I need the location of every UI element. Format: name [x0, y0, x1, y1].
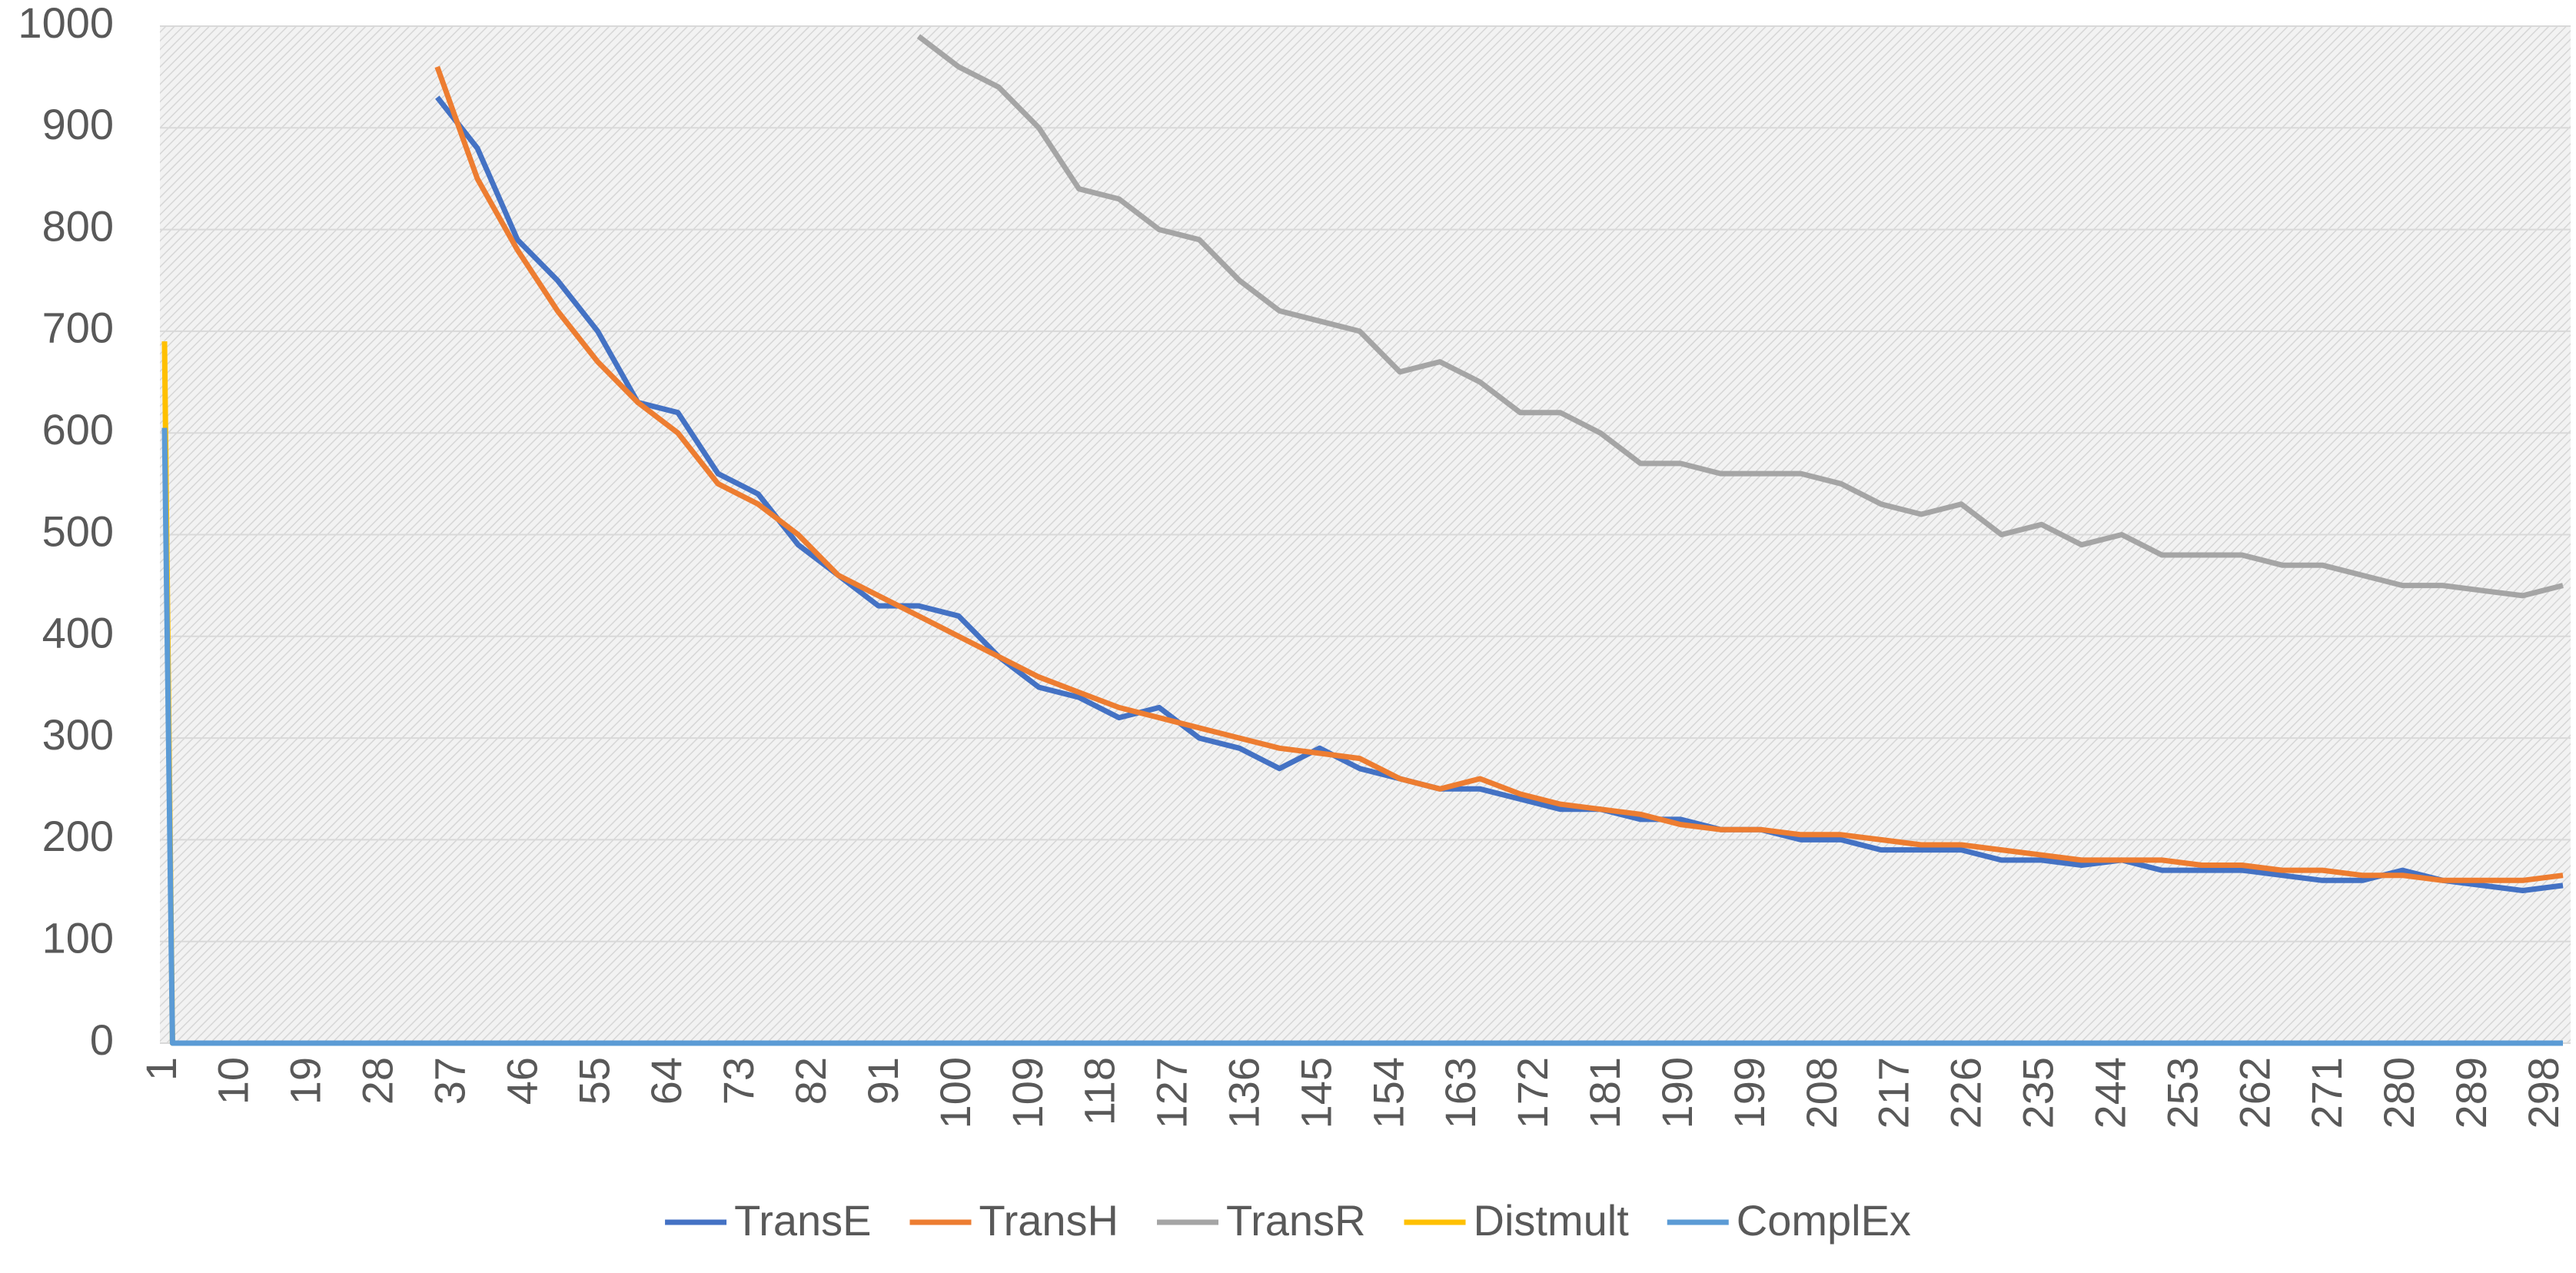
x-tick-label: 172 — [1508, 1057, 1557, 1128]
series-line — [916, 34, 2564, 599]
x-tick-label: 208 — [1797, 1057, 1846, 1128]
x-tick-label: 145 — [1291, 1057, 1340, 1128]
legend-label: Distmult — [1474, 1196, 1630, 1245]
y-tick-label: 800 — [42, 201, 114, 250]
series-line — [161, 427, 2563, 1046]
legend-label: TransH — [979, 1196, 1118, 1245]
x-tick-label: 235 — [2014, 1057, 2062, 1128]
x-tick-label: 127 — [1148, 1057, 1196, 1128]
y-tick-label: 100 — [42, 913, 114, 962]
x-tick-label: 100 — [931, 1057, 979, 1128]
x-tick-label: 271 — [2302, 1057, 2351, 1128]
x-tick-label: 1 — [137, 1057, 185, 1081]
x-tick-label: 226 — [1942, 1057, 1990, 1128]
x-tick-label: 64 — [642, 1057, 690, 1105]
x-tick-label: 190 — [1653, 1057, 1701, 1128]
series-line — [435, 95, 2564, 893]
y-tick-label: 700 — [42, 304, 114, 352]
x-tick-label: 262 — [2230, 1057, 2279, 1128]
y-tick-label: 300 — [42, 710, 114, 759]
x-tick-label: 199 — [1725, 1057, 1773, 1128]
x-tick-label: 163 — [1436, 1057, 1484, 1128]
x-tick-label: 289 — [2447, 1057, 2495, 1128]
x-tick-label: 73 — [714, 1057, 763, 1105]
y-tick-label: 200 — [42, 812, 114, 860]
x-tick-label: 28 — [354, 1057, 402, 1105]
y-tick-label: 1000 — [18, 0, 114, 47]
x-tick-label: 136 — [1219, 1057, 1268, 1128]
x-tick-label: 19 — [281, 1057, 330, 1105]
x-tick-label: 217 — [1870, 1057, 1918, 1128]
x-tick-label: 244 — [2086, 1057, 2134, 1128]
x-tick-label: 46 — [497, 1057, 546, 1105]
x-tick-label: 298 — [2519, 1057, 2568, 1128]
x-tick-label: 154 — [1364, 1057, 1412, 1128]
x-tick-label: 91 — [859, 1057, 907, 1105]
y-tick-label: 600 — [42, 405, 114, 454]
x-tick-label: 118 — [1075, 1057, 1124, 1125]
y-tick-label: 500 — [42, 507, 114, 555]
x-tick-label: 181 — [1581, 1057, 1629, 1128]
x-tick-label: 280 — [2375, 1057, 2423, 1128]
x-tick-label: 253 — [2158, 1057, 2206, 1128]
legend-label: TransR — [1226, 1196, 1366, 1245]
y-tick-label: 400 — [42, 609, 114, 657]
x-tick-label: 109 — [1003, 1057, 1052, 1128]
legend-label: ComplEx — [1737, 1196, 1911, 1245]
x-tick-label: 55 — [570, 1057, 618, 1105]
legend-label: TransE — [734, 1196, 871, 1245]
series-line — [434, 65, 2564, 883]
y-tick-label: 0 — [90, 1015, 114, 1064]
x-tick-label: 10 — [209, 1057, 258, 1105]
x-tick-label: 82 — [786, 1057, 835, 1105]
y-tick-label: 900 — [42, 100, 114, 148]
x-tick-label: 37 — [425, 1057, 474, 1105]
